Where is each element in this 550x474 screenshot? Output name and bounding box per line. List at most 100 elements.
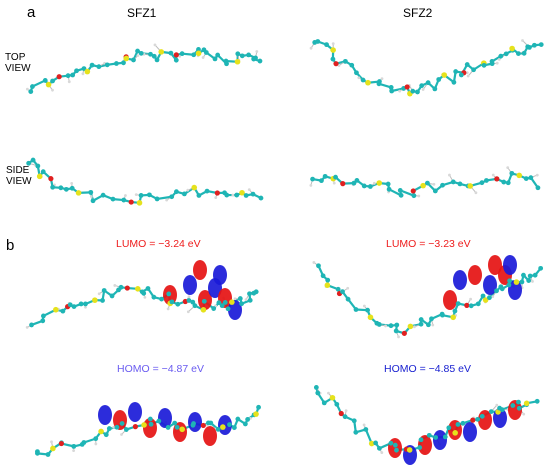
carbon-atom [471, 67, 476, 73]
orbital-lobe-positive [488, 255, 502, 275]
carbon-atom [69, 185, 75, 191]
carbon-atom [398, 192, 404, 198]
carbon-atom [376, 322, 382, 327]
hydrogen-atom [474, 191, 478, 195]
carbon-atom [192, 303, 198, 309]
hydrogen-atom [201, 56, 205, 59]
hydrogen-atom [89, 195, 93, 198]
carbon-atom [363, 427, 369, 432]
hydrogen-atom [120, 433, 123, 436]
carbon-atom [156, 418, 162, 424]
orbital-lobe-negative [453, 270, 467, 290]
hydrogen-atom [70, 182, 74, 185]
carbon-atom [148, 421, 154, 427]
carbon-atom [100, 298, 105, 303]
carbon-atom [138, 50, 144, 56]
carbon-atom [169, 299, 175, 305]
orbital-lobe-negative [508, 280, 522, 300]
carbon-atom [172, 420, 178, 426]
sulfur-atom [141, 422, 147, 428]
carbon-atom [505, 180, 511, 186]
oxygen-atom [56, 74, 62, 80]
hydrogen-atom [344, 409, 348, 413]
carbon-atom [523, 176, 529, 182]
carbon-atom [101, 288, 107, 293]
carbon-atom [322, 173, 328, 179]
hydrogen-atom [432, 182, 436, 186]
hydrogen-atom [81, 72, 85, 76]
sulfur-atom [420, 182, 426, 189]
carbon-atom [488, 409, 494, 415]
carbon-atom [239, 301, 245, 307]
carbon-atom [201, 298, 207, 304]
carbon-atom [419, 83, 425, 89]
carbon-atom [535, 185, 541, 191]
carbon-atom [196, 193, 202, 198]
orbital-lobe-positive [448, 420, 462, 440]
carbon-atom [394, 322, 400, 328]
sulfur-atom [368, 440, 375, 447]
carbon-atom [506, 282, 512, 288]
carbon-atom [507, 278, 512, 284]
hydrogen-atom [143, 295, 147, 299]
sfz2-homo-orbital [313, 385, 540, 465]
carbon-atom [519, 279, 525, 285]
sulfur-atom [134, 285, 141, 292]
carbon-atom [481, 62, 487, 68]
carbon-atom [475, 416, 481, 422]
hydrogen-atom [165, 198, 169, 202]
hydrogen-atom [362, 423, 366, 427]
carbon-atom [342, 58, 348, 64]
carbon-atom [242, 421, 248, 427]
carbon-atom [215, 426, 221, 432]
panel-label-a: a [27, 4, 36, 21]
carbon-atom [392, 442, 398, 448]
carbon-atom [516, 405, 522, 411]
carbon-atom [67, 302, 73, 308]
carbon-atom [42, 78, 48, 83]
carbon-atom [325, 277, 331, 283]
hydrogen-atom [331, 42, 335, 46]
carbon-atom [455, 301, 461, 306]
carbon-atom [433, 435, 439, 440]
carbon-atom [361, 183, 367, 189]
carbon-atom [239, 53, 245, 59]
carbon-atom [179, 51, 185, 57]
sulfur-atom [329, 394, 336, 401]
carbon-atom [451, 79, 457, 85]
carbon-atom [147, 192, 152, 198]
hydrogen-atom [124, 194, 127, 197]
oxygen-atom [128, 199, 134, 205]
orbital-lobe-positive [193, 260, 207, 280]
sulfur-atom [324, 282, 331, 288]
carbon-atom [457, 181, 463, 187]
sfz1-side-view-molecule [26, 157, 264, 206]
hydrogen-atom [357, 76, 361, 80]
hydrogen-atom [233, 297, 237, 301]
carbon-atom [251, 56, 257, 62]
carbon-atom [60, 308, 66, 314]
carbon-atom [227, 422, 232, 428]
carbon-atom [418, 437, 424, 443]
sulfur-atom [220, 424, 226, 430]
sulfur-atom [406, 447, 413, 453]
carbon-atom [393, 328, 399, 334]
orbital-lobe-positive [468, 265, 482, 285]
sulfur-atom [123, 55, 130, 62]
carbon-atom [365, 307, 370, 313]
hydrogen-atom [231, 193, 235, 197]
hydrogen-atom [166, 307, 170, 311]
sulfur-atom [367, 314, 374, 321]
sulfur-atom [98, 428, 104, 435]
carbon-atom [388, 85, 394, 90]
hydrogen-atom [136, 54, 140, 57]
carbon-atom [310, 176, 315, 182]
carbon-atom [154, 196, 160, 202]
sfz2-lumo-orbital [312, 255, 544, 339]
hydrogen-atom [51, 88, 54, 92]
carbon-atom [373, 440, 379, 446]
carbon-atom [63, 186, 69, 192]
carbon-atom [503, 51, 509, 57]
oxygen-atom [200, 422, 206, 429]
carbon-atom [429, 316, 434, 322]
